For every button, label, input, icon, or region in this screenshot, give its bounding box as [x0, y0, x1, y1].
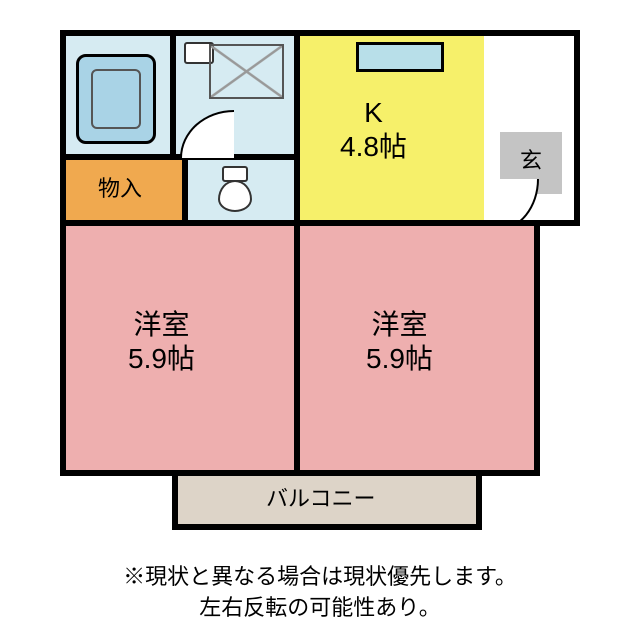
- toilet-room: [182, 154, 300, 226]
- toilet-icon: [218, 166, 252, 212]
- balcony-label: バルコニー: [266, 486, 376, 512]
- bedroom-left-label: 洋室 5.9帖: [128, 308, 195, 375]
- washing-machine-icon: [209, 44, 284, 99]
- bedroom-left: 洋室 5.9帖: [60, 220, 300, 476]
- note-line-1: ※現状と異なる場合は現状優先します。: [0, 562, 640, 593]
- balcony: バルコニー: [172, 470, 482, 530]
- notes: ※現状と異なる場合は現状優先します。 左右反転の可能性あり。: [0, 562, 640, 624]
- note-line-2: 左右反転の可能性あり。: [0, 593, 640, 624]
- wall-divider: [170, 36, 176, 160]
- floor-plan: K 4.8帖 玄 物入 洋室 5.9帖 洋室 5.9帖 バルコニー: [60, 30, 580, 530]
- bedroom-right: 洋室 5.9帖: [294, 220, 540, 476]
- bath-area: [60, 30, 300, 160]
- closet-label: 物入: [98, 176, 142, 202]
- bathtub-icon: [76, 54, 156, 144]
- kitchen-room: K 4.8帖: [294, 30, 490, 226]
- genkan-label: 玄: [520, 148, 542, 174]
- closet-room: 物入: [60, 154, 188, 226]
- kitchen-sink-icon: [356, 42, 444, 72]
- kitchen-label: K 4.8帖: [340, 96, 407, 163]
- bedroom-right-label: 洋室 5.9帖: [366, 308, 433, 375]
